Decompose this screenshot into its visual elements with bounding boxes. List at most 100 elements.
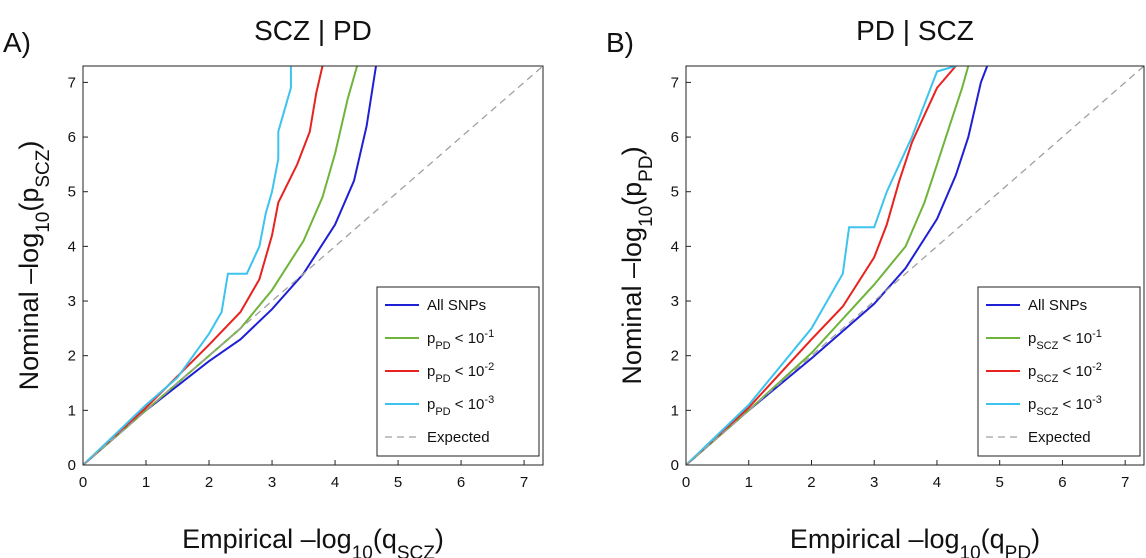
x-tick-label: 2 [205,474,213,491]
x-tick-label: 1 [745,474,753,491]
text-part: SCZ [397,543,435,558]
plot-frame [685,65,1145,466]
text-part: All SNPs [427,297,486,314]
text-part: Nominal –log [617,227,647,385]
text-part: Expected [427,429,490,446]
text-part: -1 [1092,328,1102,340]
series-line [83,66,359,465]
series-line [83,66,543,465]
legend-label: Expected [1028,429,1091,446]
text-part: PD [636,155,657,181]
text-part: (q [981,524,1005,554]
text-part: PD [435,340,450,352]
text-part: < 10 [1058,330,1092,347]
x-axis-label: Empirical –log10(qSCZ) [182,524,444,558]
y-axis-label: Nominal –log10(pPD) [617,146,657,384]
y-tick-label: 6 [68,129,76,146]
text-part: (p [617,182,647,206]
text-part: PD [435,406,450,418]
y-tick-label: 3 [671,293,679,310]
series-line [686,66,1144,465]
text-part: ) [435,524,444,554]
y-tick-label: 7 [671,74,679,91]
x-tick-label: 4 [933,474,941,491]
y-tick-label: 5 [671,184,679,201]
text-part: p [427,363,435,380]
text-part: < 10 [1058,363,1092,380]
series-line [686,66,989,465]
text-part: 10 [960,543,981,558]
x-tick-label: 4 [331,474,339,491]
text-part: -2 [1092,361,1102,373]
x-tick-label: 3 [870,474,878,491]
text-part: (q [373,524,397,554]
text-part: 10 [33,212,54,233]
x-tick-label: 6 [457,474,465,491]
text-part: p [427,396,435,413]
legend-label: pSCZ < 10-3 [1028,394,1102,418]
y-tick-label: 5 [68,184,76,201]
text-part: All SNPs [1028,297,1087,314]
x-tick-label: 5 [996,474,1004,491]
legend-label: Expected [427,429,490,446]
text-part: -2 [484,361,494,373]
series-line [83,66,377,465]
text-part: p [427,330,435,347]
series-line [83,66,292,465]
x-axis-label: Empirical –log10(qPD) [790,524,1040,558]
y-tick-label: 0 [671,457,679,474]
text-part: < 10 [451,363,485,380]
series-line [686,66,970,465]
text-part: SCZ [33,149,54,187]
text-part: 10 [636,206,657,227]
y-tick-label: 1 [68,402,76,419]
y-tick-label: 2 [68,348,76,365]
text-part: < 10 [451,396,485,413]
text-part: 10 [352,543,373,558]
text-part: p [1028,396,1036,413]
text-part: -3 [484,394,494,406]
panel-label: A) [3,27,31,58]
text-part: < 10 [451,330,485,347]
x-tick-label: 5 [394,474,402,491]
text-part: Empirical –log [182,524,352,554]
plot-frame [82,65,544,466]
x-tick-label: 3 [268,474,276,491]
text-part: SCZ [1036,406,1058,418]
y-tick-label: 7 [68,74,76,91]
text-part: -1 [484,328,494,340]
y-tick-label: 2 [671,348,679,365]
series-line [686,66,957,465]
legend-label: pPD < 10-1 [427,328,494,352]
chart-title: PD | SCZ [856,15,974,46]
legend-label: pPD < 10-2 [427,361,494,385]
text-part: SCZ [1036,373,1058,385]
y-tick-label: 3 [68,293,76,310]
text-part: ) [617,146,647,155]
series-line [686,66,957,465]
text-part: PD [435,373,450,385]
legend-label: All SNPs [427,297,486,314]
text-part: Empirical –log [790,524,960,554]
y-axis-label: Nominal –log10(pSCZ) [14,141,54,391]
text-part: p [1028,363,1036,380]
text-part: Expected [1028,429,1091,446]
x-tick-label: 0 [682,474,690,491]
text-part: SCZ [1036,340,1058,352]
text-part: p [1028,330,1036,347]
legend-label: All SNPs [1028,297,1087,314]
y-tick-label: 4 [68,238,76,255]
text-part: ) [14,141,44,150]
x-tick-label: 2 [807,474,815,491]
text-part: < 10 [1058,396,1092,413]
y-tick-label: 1 [671,402,679,419]
x-tick-label: 1 [142,474,150,491]
series-line [83,66,324,465]
text-part: PD [1005,543,1031,558]
y-tick-label: 0 [68,457,76,474]
legend-label: pSCZ < 10-2 [1028,361,1102,385]
legend-label: pPD < 10-3 [427,394,494,418]
